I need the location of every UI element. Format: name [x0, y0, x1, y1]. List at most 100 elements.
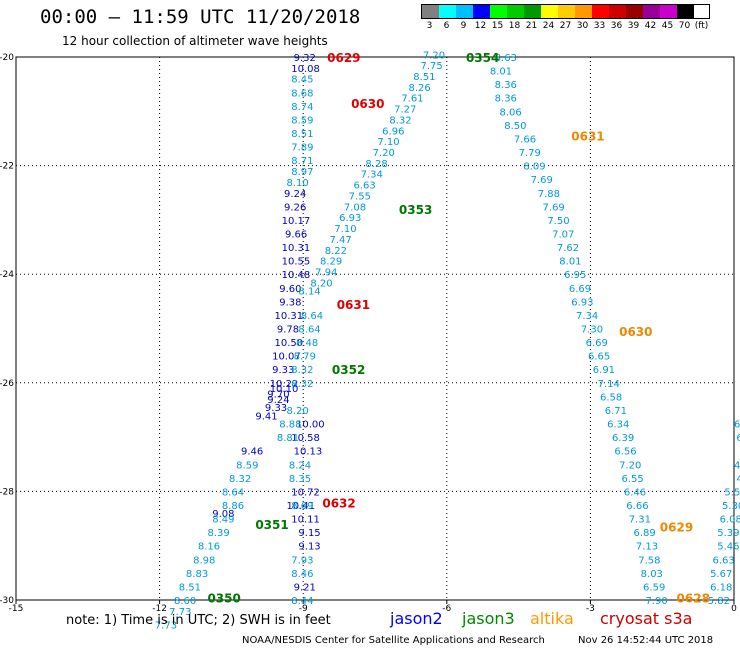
swh-value-jason3: 10.00: [296, 420, 325, 431]
swh-value-altika: 8.09: [523, 162, 545, 173]
swh-value-altika: 8.88: [279, 420, 301, 431]
x-tick-label: -15: [9, 604, 24, 614]
swh-value-altika: 7.58: [638, 555, 660, 566]
time-label: 0352: [332, 363, 365, 377]
swh-value-altika: 6.71: [605, 406, 627, 417]
swh-value-altika: 7.69: [543, 202, 565, 213]
legend-labels: 3 6 9 12 15 18 21 24 27 30 33 36 39 42 45 70 (ft): [421, 21, 710, 31]
swh-value-altika: 8.64: [301, 311, 323, 322]
swh-value-altika: 6.34: [607, 420, 629, 431]
legend-swatch: [524, 5, 541, 18]
time-label: 0631: [571, 130, 604, 144]
x-tick-label: -9: [299, 604, 308, 614]
swh-value-altika: 7.47: [330, 235, 352, 246]
swh-value-altika: 8.44: [291, 596, 313, 607]
swh-value-altika: 8.68: [291, 88, 313, 99]
swh-value-altika: 8.32: [229, 474, 251, 485]
swh-value-altika: 6.56: [614, 447, 636, 458]
time-labels: 0629 0630 0354 0353 0631 0352 0632 0351 0350 0631…: [207, 51, 709, 605]
time-label: 0630: [351, 97, 384, 111]
time-label: 0351: [255, 518, 288, 532]
swh-value-altika: 8.63: [495, 53, 517, 64]
legend-label: 30: [576, 21, 589, 31]
swh-value-altika: 7.90: [645, 596, 667, 607]
swh-value-altika: 8.64: [222, 487, 244, 498]
swh-value-jason2: 9.33: [265, 403, 287, 414]
legend-swatch: [575, 5, 592, 18]
color-legend: 3 6 9 12 15 18 21 24 27 30 33 36 39 42 45 70 (ft): [421, 4, 710, 31]
swh-value-altika: 8.86: [222, 501, 244, 512]
swh-value-altika: 5.39: [717, 528, 739, 539]
swh-value-altika: 7.20: [373, 148, 395, 159]
swh-value-altika: 7.34: [361, 170, 383, 181]
swh-value-altika: 8.14: [298, 286, 320, 297]
y-tick-label: -28: [0, 487, 14, 497]
swh-value-jason2: 9.13: [298, 542, 320, 553]
legend-swatch: [439, 5, 456, 18]
legend-label: 70: [678, 21, 691, 31]
swh-value-altika: 8.16: [198, 542, 220, 553]
swh-value-altika: 8.98: [193, 555, 215, 566]
legend-label: 15: [491, 21, 504, 31]
swh-value-altika: 6.93: [339, 213, 361, 224]
swh-value-altika: 5.67: [710, 569, 732, 580]
chart-subtitle: 12 hour collection of altimeter wave hei…: [62, 34, 328, 48]
swh-value-altika: 8.60: [174, 596, 196, 607]
swh-value-jason3: 10.58: [291, 433, 320, 444]
swh-value-jason2: 9.24: [284, 189, 306, 200]
swh-value-altika: 7.93: [291, 555, 313, 566]
time-label: 0629: [327, 51, 360, 65]
swh-value-altika: 8.51: [413, 72, 435, 83]
swh-value-altika: 8.20: [310, 278, 332, 289]
legend-swatch: [541, 5, 558, 18]
swh-value-jason2: 10.17: [282, 216, 311, 227]
time-label: 0350: [207, 591, 240, 605]
mission-altika: altika: [530, 609, 574, 628]
y-tick-label: -24: [0, 270, 14, 280]
swh-value-altika: 8.32: [389, 115, 411, 126]
legend-label: 9: [460, 21, 467, 31]
x-tick-label: -6: [442, 604, 451, 614]
swh-value-altika: 6: [734, 420, 740, 431]
swh-value-jason2: 9.21: [294, 582, 316, 593]
swh-value-altika: 8.36: [495, 80, 517, 91]
swh-value-altika: 5.30: [722, 501, 740, 512]
legend-label: 33: [593, 21, 606, 31]
swh-value-altika: 8.39: [207, 528, 229, 539]
swh-value-altika: 8.51: [291, 129, 313, 140]
swh-value-altika: 8.20: [286, 406, 308, 417]
swh-value-altika: 6.08: [720, 515, 740, 526]
swh-value-altika: 6.55: [622, 474, 644, 485]
swh-value-altika: 6.89: [633, 528, 655, 539]
swh-value-altika: 8.50: [504, 121, 526, 132]
y-tick-label: -30: [0, 596, 14, 606]
swh-value-jason2: 9.41: [255, 411, 277, 422]
swh-value-altika: 7.14: [598, 379, 620, 390]
legend-swatch: [643, 5, 660, 18]
swh-value-altika: 7.88: [538, 189, 560, 200]
swh-value-jason2: 10.55: [282, 257, 311, 268]
swh-value-altika: 7.10: [377, 137, 399, 148]
legend-label: 36: [610, 21, 623, 31]
swh-value-altika: 6.58: [600, 392, 622, 403]
time-label: 0629: [660, 521, 693, 535]
swh-value-altika: 8.81: [277, 433, 299, 444]
mission-jason2: jason2: [390, 609, 443, 628]
legend-label: 27: [559, 21, 572, 31]
swh-value-altika: 8.03: [641, 569, 663, 580]
swh-value-altika: 6.63: [353, 181, 375, 192]
footer-credit: NOAA/NESDIS Center for Satellite Applica…: [242, 635, 545, 646]
swh-value-altika: 8.35: [289, 474, 311, 485]
time-label: 0631: [337, 298, 370, 312]
swh-value-altika: 7.61: [401, 94, 423, 105]
swh-value-altika: 7.34: [576, 311, 598, 322]
swh-value-altika: 7.31: [629, 515, 651, 526]
swh-value-altika: 5.82: [708, 596, 730, 607]
swh-value-altika: 6: [736, 433, 740, 444]
swh-value-jason2: 10.22: [270, 379, 299, 390]
legend-label: 18: [508, 21, 521, 31]
swh-value-altika: 8.46: [291, 569, 313, 580]
swh-value-altika: 6.59: [643, 582, 665, 593]
legend-label: 42: [644, 21, 657, 31]
